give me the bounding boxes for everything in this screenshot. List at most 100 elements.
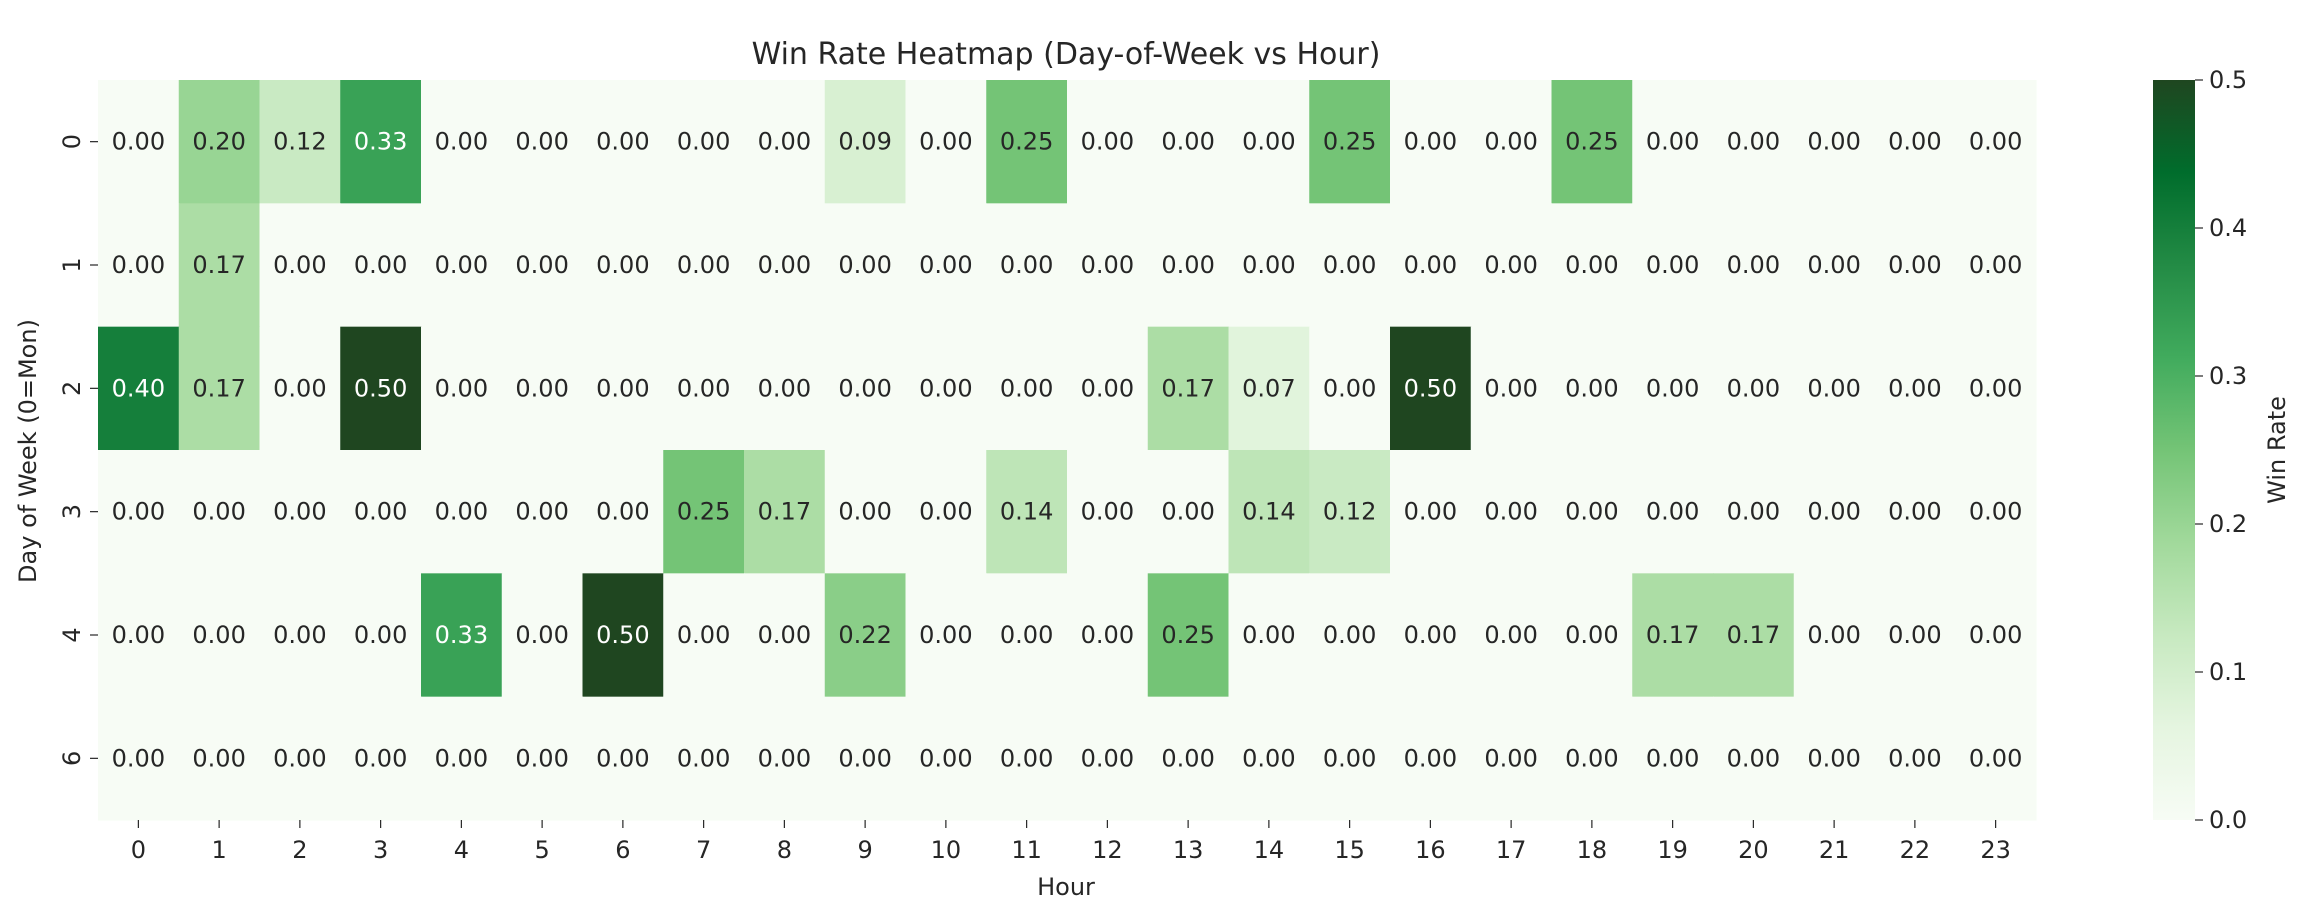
heatmap-cell (501, 573, 584, 698)
y-tick-label: 1 (58, 257, 86, 272)
x-tick-label: 13 (1173, 836, 1204, 864)
heatmap-cell (98, 450, 180, 574)
heatmap-cell (824, 80, 907, 204)
heatmap-cell (1713, 696, 1795, 821)
heatmap-cell (1632, 696, 1714, 821)
heatmap-cell-value: 0.25 (1323, 128, 1376, 156)
heatmap-cell (824, 326, 907, 451)
heatmap-cell (1390, 80, 1472, 204)
heatmap-cell (259, 573, 341, 698)
heatmap-cell-value: 0.00 (1727, 498, 1780, 526)
heatmap-cell-value: 0.00 (1081, 128, 1134, 156)
heatmap-cell-value: 0.00 (1404, 621, 1457, 649)
heatmap-cell-value: 0.00 (677, 128, 730, 156)
y-tick-label: 0 (58, 134, 86, 149)
heatmap-cell (1874, 450, 1956, 574)
heatmap-cell-value: 0.17 (1727, 621, 1780, 649)
heatmap-cell (178, 80, 261, 204)
heatmap-cell (178, 696, 261, 821)
heatmap-cell (1147, 696, 1230, 821)
heatmap-cell (421, 203, 503, 328)
heatmap-cell (1713, 326, 1795, 451)
heatmap-cell-value: 0.00 (1242, 621, 1295, 649)
heatmap-cell (340, 696, 422, 821)
heatmap-cell (259, 80, 341, 204)
x-tick-label: 14 (1254, 836, 1285, 864)
x-tick-label: 0 (131, 836, 146, 864)
heatmap-cell (1228, 326, 1310, 451)
heatmap-cell (663, 573, 745, 698)
heatmap-cell-value: 0.25 (677, 498, 730, 526)
heatmap-cell (905, 203, 987, 328)
heatmap-cell (824, 450, 907, 574)
heatmap-cell-value: 0.00 (192, 744, 245, 772)
heatmap-cell-value: 0.00 (354, 251, 407, 279)
heatmap-cell-value: 0.00 (838, 744, 891, 772)
colorbar (2153, 80, 2195, 820)
heatmap-cell (1067, 326, 1149, 451)
colorbar-ticks: 0.0 0.1 0.2 0.3 0.4 0.5 (2195, 66, 2247, 834)
heatmap-cell-value: 0.50 (354, 374, 407, 402)
heatmap-cell-value: 0.00 (1727, 128, 1780, 156)
heatmap-cell-value: 0.50 (1404, 374, 1457, 402)
heatmap-cell-value: 0.00 (515, 498, 568, 526)
heatmap-cell-value: 0.00 (1888, 128, 1941, 156)
heatmap-cell (1632, 80, 1714, 204)
heatmap-cell-value: 0.00 (435, 498, 488, 526)
heatmap-cell (824, 696, 907, 821)
heatmap-cell-value: 0.00 (354, 744, 407, 772)
heatmap-cell (501, 450, 584, 574)
heatmap-cell (986, 326, 1068, 451)
heatmap-cell-value: 0.14 (1000, 498, 1053, 526)
heatmap-cell-value: 0.00 (1888, 251, 1941, 279)
heatmap-cell-value: 0.00 (838, 498, 891, 526)
heatmap-cell (905, 573, 987, 698)
heatmap-cell-value: 0.12 (1323, 498, 1376, 526)
heatmap-cell (1793, 573, 1876, 698)
heatmap-cell-value: 0.00 (1323, 251, 1376, 279)
heatmap-cell-value: 0.25 (1161, 621, 1214, 649)
x-tick-label: 5 (534, 836, 549, 864)
heatmap-cell (986, 696, 1068, 821)
heatmap-cell (582, 696, 664, 821)
heatmap-cell-value: 0.00 (1404, 498, 1457, 526)
heatmap-cell-value: 0.00 (1646, 498, 1699, 526)
heatmap-cell-value: 0.00 (1646, 251, 1699, 279)
heatmap-cell (1632, 326, 1714, 451)
heatmap-cell-value: 0.33 (435, 621, 488, 649)
x-tick-label: 16 (1415, 836, 1446, 864)
x-tick-label: 9 (857, 836, 872, 864)
heatmap-cell-value: 0.00 (435, 744, 488, 772)
heatmap-cell-value: 0.00 (1807, 744, 1860, 772)
heatmap-cell-value: 0.00 (112, 621, 165, 649)
heatmap-cell (986, 450, 1068, 574)
heatmap-cell-value: 0.00 (1969, 251, 2022, 279)
heatmap-cell-value: 0.00 (1484, 374, 1537, 402)
heatmap-cell-value: 0.00 (112, 498, 165, 526)
heatmap-cell-value: 0.00 (1565, 498, 1618, 526)
heatmap-cell-value: 0.00 (1565, 744, 1618, 772)
heatmap-cell (582, 80, 664, 204)
heatmap-cell (1309, 80, 1391, 204)
heatmap-cell (340, 450, 422, 574)
heatmap-cell (1874, 573, 1956, 698)
heatmap-cell (824, 203, 907, 328)
heatmap-cell-value: 0.00 (1888, 498, 1941, 526)
heatmap-cell (1713, 573, 1795, 698)
x-tick-label: 6 (615, 836, 630, 864)
heatmap-cell-value: 0.00 (515, 128, 568, 156)
heatmap-cell-value: 0.00 (435, 128, 488, 156)
heatmap-cell-value: 0.00 (919, 128, 972, 156)
heatmap-cell-value: 0.00 (596, 374, 649, 402)
heatmap-cell-value: 0.17 (192, 251, 245, 279)
heatmap-cell-value: 0.00 (1081, 744, 1134, 772)
heatmap-cell (905, 450, 987, 574)
y-tick-label: 4 (58, 627, 86, 642)
x-tick-label: 15 (1334, 836, 1365, 864)
heatmap-cell-value: 0.00 (1807, 128, 1860, 156)
heatmap-cell (340, 573, 422, 698)
heatmap-cell-value: 0.00 (919, 621, 972, 649)
heatmap-cell (1390, 326, 1472, 451)
heatmap-cell-value: 0.00 (596, 251, 649, 279)
x-tick-label: 2 (292, 836, 307, 864)
